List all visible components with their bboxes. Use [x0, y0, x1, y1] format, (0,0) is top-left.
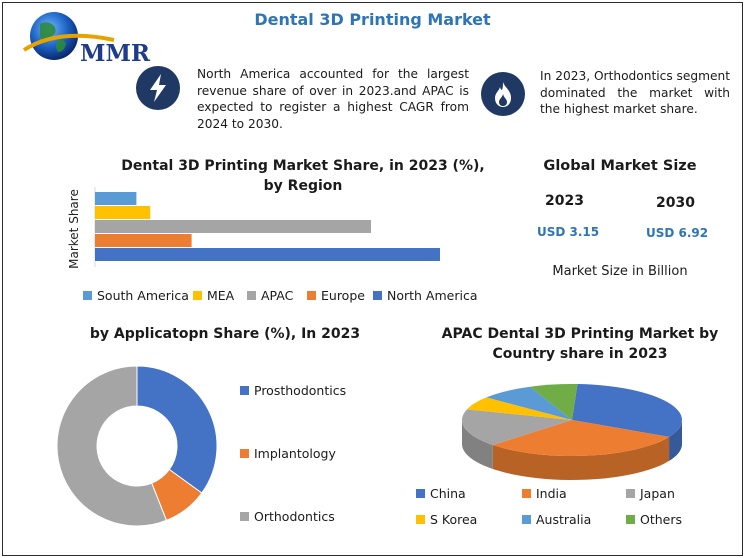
- legend-item-mea: MEA: [193, 288, 234, 303]
- legend-swatch: [522, 489, 531, 498]
- year-2023-label: 2023: [545, 193, 584, 209]
- donut-slice-orthodontics: [56, 365, 168, 527]
- legend-swatch: [83, 291, 92, 300]
- legend-label: North America: [387, 288, 478, 303]
- pie-slice-india: [492, 420, 670, 456]
- pie-slice-japan: [462, 409, 572, 445]
- info-text-segment: In 2023, Orthodontics segment dominated …: [540, 69, 730, 116]
- bar-mea: [95, 206, 151, 219]
- legend-label: South America: [97, 288, 189, 303]
- pie-slice-china: [572, 384, 682, 437]
- legend-item-japan: Japan: [626, 486, 675, 501]
- legend-swatch: [626, 515, 635, 524]
- legend-item-prosthodontics: Prosthodontics: [240, 383, 346, 398]
- legend-label: Prosthodontics: [254, 383, 347, 398]
- legend-label: Others: [640, 512, 683, 527]
- legend-label: Japan: [640, 486, 675, 501]
- legend-item-north-america: North America: [373, 288, 478, 303]
- flame-icon: [481, 72, 525, 116]
- pie-side-china: [669, 420, 682, 461]
- bar-apac: [95, 220, 371, 233]
- logo: MMR: [18, 10, 158, 70]
- bar-chart: [94, 187, 440, 267]
- legend-label: MEA: [207, 288, 235, 303]
- legend-swatch: [416, 489, 425, 498]
- market-size-2030: USD 6.92: [646, 226, 709, 240]
- legend-swatch: [247, 291, 256, 300]
- legend-label: Australia: [536, 512, 592, 527]
- bar-north-america: [95, 248, 440, 261]
- legend-item-s-korea: S Korea: [416, 512, 477, 527]
- logo-text: MMR: [80, 40, 151, 67]
- market-size-unit-note: Market Size in Billion: [552, 264, 688, 279]
- bar-chart-title: Dental 3D Printing Market Share, in 2023…: [121, 158, 485, 194]
- legend-label: APAC: [261, 288, 294, 303]
- pie-slice-others: [530, 384, 578, 420]
- legend-label: Europe: [321, 288, 365, 303]
- legend-label: Orthodontics: [254, 509, 335, 524]
- legend-swatch: [522, 515, 531, 524]
- bar-south-america: [95, 192, 137, 205]
- legend-label: S Korea: [430, 512, 478, 527]
- legend-swatch: [416, 515, 425, 524]
- legend-label: Implantology: [254, 446, 336, 461]
- page-title: Dental 3D Printing Market: [254, 10, 491, 29]
- legend-label: China: [430, 486, 466, 501]
- legend-item-south-america: South America: [83, 288, 189, 303]
- pie-chart-title: APAC Dental 3D Printing Market by Countr…: [441, 326, 719, 362]
- legend-swatch: [240, 449, 249, 458]
- globe-icon: [22, 12, 115, 60]
- global-market-title: Global Market Size: [543, 158, 697, 174]
- legend-label: India: [536, 486, 567, 501]
- donut-chart: [56, 365, 218, 527]
- year-2030-label: 2030: [656, 195, 695, 211]
- pie-chart: [462, 384, 682, 480]
- legend-swatch: [307, 291, 316, 300]
- donut-chart-title: by Applicatopn Share (%), In 2023: [89, 326, 361, 342]
- pie-side-india: [492, 436, 670, 480]
- pie-side-japan: [462, 420, 493, 469]
- bar-chart-ylabel: Market Share: [67, 189, 81, 269]
- info-text-region: North America accounted for the largest …: [197, 67, 469, 131]
- bar-europe: [95, 234, 192, 247]
- legend-swatch: [240, 512, 249, 521]
- legend-item-europe: Europe: [307, 288, 365, 303]
- pie-slice-australia: [486, 386, 572, 420]
- lightning-bolt-icon: [136, 66, 180, 110]
- legend-item-australia: Australia: [522, 512, 591, 527]
- legend-item-implantology: Implantology: [240, 446, 336, 461]
- legend-item-china: China: [416, 486, 466, 501]
- donut-slice-prosthodontics: [136, 365, 218, 494]
- pie-slice-s-korea: [466, 397, 572, 420]
- legend-swatch: [193, 291, 202, 300]
- market-size-2023: USD 3.15: [537, 225, 600, 239]
- legend-swatch: [373, 291, 382, 300]
- legend-item-orthodontics: Orthodontics: [240, 509, 335, 524]
- legend-swatch: [240, 386, 249, 395]
- legend-item-others: Others: [626, 512, 682, 527]
- legend-item-india: India: [522, 486, 567, 501]
- legend-swatch: [626, 489, 635, 498]
- legend-item-apac: APAC: [247, 288, 293, 303]
